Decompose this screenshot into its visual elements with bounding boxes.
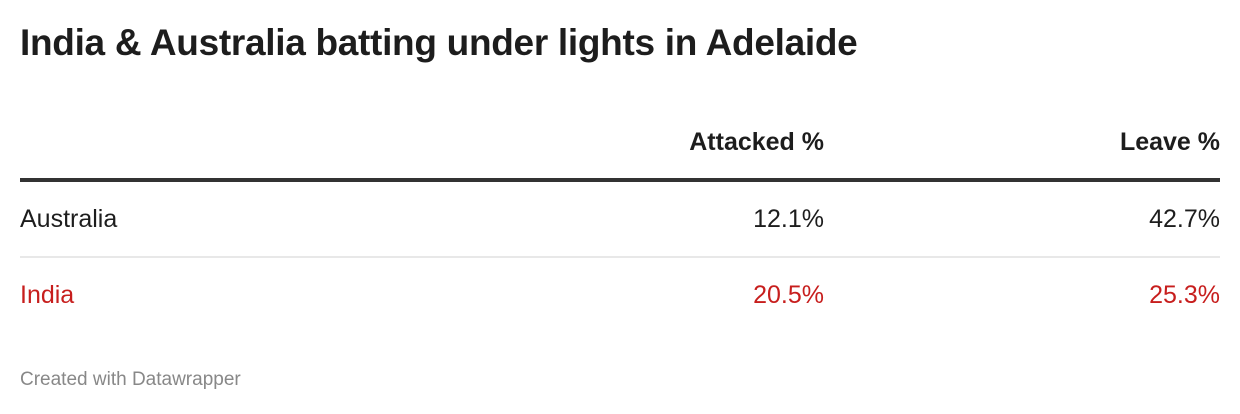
data-table: Attacked % Leave % Australia 12.1% 42.7%…: [20, 116, 1220, 332]
table-header: Attacked % Leave %: [20, 116, 1220, 182]
table-row: Australia 12.1% 42.7%: [20, 182, 1220, 258]
credit-footer: Created with Datawrapper: [20, 369, 241, 390]
cell-team: India: [20, 280, 75, 309]
header-leave: Leave %: [1119, 128, 1220, 156]
table-title: India & Australia batting under lights i…: [20, 22, 858, 63]
header-attacked: Attacked %: [689, 128, 824, 156]
cell-leave: 42.7%: [1149, 204, 1220, 233]
cell-team: Australia: [20, 204, 118, 233]
cell-attacked: 12.1%: [753, 204, 824, 233]
cell-leave: 25.3%: [1149, 280, 1220, 309]
cell-attacked: 20.5%: [753, 280, 824, 309]
table-row: India 20.5% 25.3%: [20, 258, 1220, 332]
